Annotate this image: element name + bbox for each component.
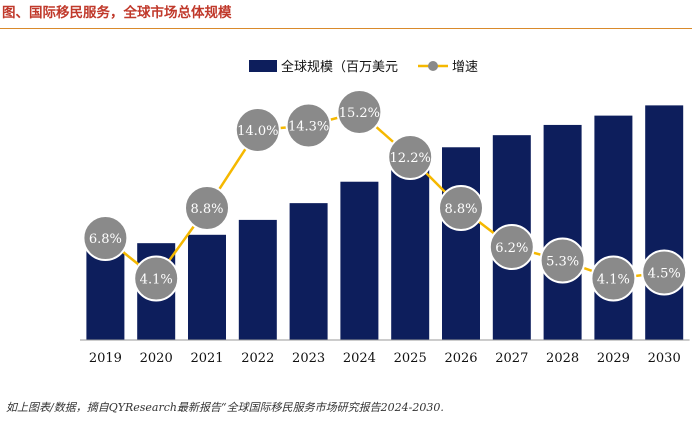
legend-line-label: 增速 <box>452 60 478 75</box>
growth-point-2025 <box>387 134 434 180</box>
growth-marker-2023: 14.3% <box>285 102 332 149</box>
growth-label-2023: 14.3% <box>288 120 329 135</box>
growth-point-2021 <box>184 185 230 231</box>
growth-marker-2019: 6.8% <box>82 215 129 261</box>
bar-2019 <box>86 246 125 340</box>
legend: 全球规模（百万美元 增速 <box>249 59 478 75</box>
figure-title: 图、国际移民服务，全球市场总体规模 <box>2 5 232 21</box>
legend-bar-swatch <box>249 60 277 72</box>
legend-line-dot <box>428 61 438 71</box>
x-tick-2030: 2030 <box>648 351 681 366</box>
growth-marker-2024: 15.2% <box>336 89 383 135</box>
x-tick-2019: 2019 <box>89 351 122 366</box>
bar-2021 <box>188 234 226 340</box>
x-tick-2029: 2029 <box>597 351 630 366</box>
growth-label-2021: 8.8% <box>190 202 223 217</box>
bar-2026 <box>442 147 480 340</box>
growth-label-2027: 6.2% <box>495 241 528 256</box>
x-tick-2023: 2023 <box>292 351 325 366</box>
growth-label-2024: 15.2% <box>339 106 380 121</box>
growth-label-2019: 6.8% <box>89 232 122 247</box>
bar-2029 <box>594 115 633 340</box>
growth-point-2022 <box>234 107 281 153</box>
growth-label-2026: 8.8% <box>444 202 477 217</box>
bar-2025 <box>391 163 430 340</box>
growth-markers: 6.8% 4.1% 8.8% 14.0% 14.3% 15.2% 12.2% 8.8% 6.2%… <box>82 89 688 302</box>
growth-label-2020: 4.1% <box>140 273 173 288</box>
growth-point-2028 <box>539 237 586 284</box>
x-tick-2027: 2027 <box>495 351 528 366</box>
growth-label-2028: 5.3% <box>546 255 579 270</box>
growth-marker-2029: 4.1% <box>590 255 637 302</box>
growth-point-2027 <box>488 224 535 270</box>
x-tick-2021: 2021 <box>190 351 223 366</box>
bar-2028 <box>543 124 582 341</box>
legend-bar-label: 全球规模（百万美元 <box>281 59 398 75</box>
growth-marker-2022: 14.0% <box>234 107 281 153</box>
bar-2024 <box>340 181 379 340</box>
x-tick-2020: 2020 <box>140 351 173 366</box>
growth-marker-2028: 5.3% <box>539 237 586 284</box>
growth-marker-2027: 6.2% <box>488 224 535 270</box>
bar-2030 <box>645 105 684 341</box>
title-divider <box>0 28 692 29</box>
x-tick-2022: 2022 <box>241 351 274 366</box>
growth-label-2030: 4.5% <box>648 267 681 282</box>
x-tick-2028: 2028 <box>546 351 579 366</box>
growth-point-2024 <box>336 89 383 135</box>
source-note: 如上图表/数据，摘自QYResearch最新报告“全球国际移民服务市场研究报告2… <box>6 401 444 414</box>
bar-2022 <box>238 219 277 340</box>
growth-marker-2025: 12.2% <box>387 134 434 180</box>
growth-point-2026 <box>438 185 484 231</box>
x-tick-2025: 2025 <box>394 351 427 366</box>
growth-marker-2020: 4.1% <box>133 255 180 302</box>
growth-marker-2021: 8.8% <box>184 185 230 231</box>
bar-2023 <box>289 203 328 340</box>
bar-series <box>86 105 684 341</box>
growth-label-2029: 4.1% <box>597 273 630 288</box>
growth-point-2023 <box>285 102 332 149</box>
growth-label-2022: 14.0% <box>237 124 278 139</box>
growth-marker-2030: 4.5% <box>641 249 688 296</box>
growth-point-2019 <box>82 215 129 261</box>
x-tick-2024: 2024 <box>343 351 376 366</box>
growth-point-2020 <box>133 255 180 302</box>
x-tick-2026: 2026 <box>444 351 477 366</box>
growth-point-2030 <box>641 249 688 296</box>
x-tick-labels: 2019 2020 2021 2022 2023 2024 2025 2026 2027 2028… <box>89 351 681 366</box>
growth-label-2025: 12.2% <box>390 151 431 166</box>
growth-point-2029 <box>590 255 637 302</box>
growth-marker-2026: 8.8% <box>438 185 484 231</box>
